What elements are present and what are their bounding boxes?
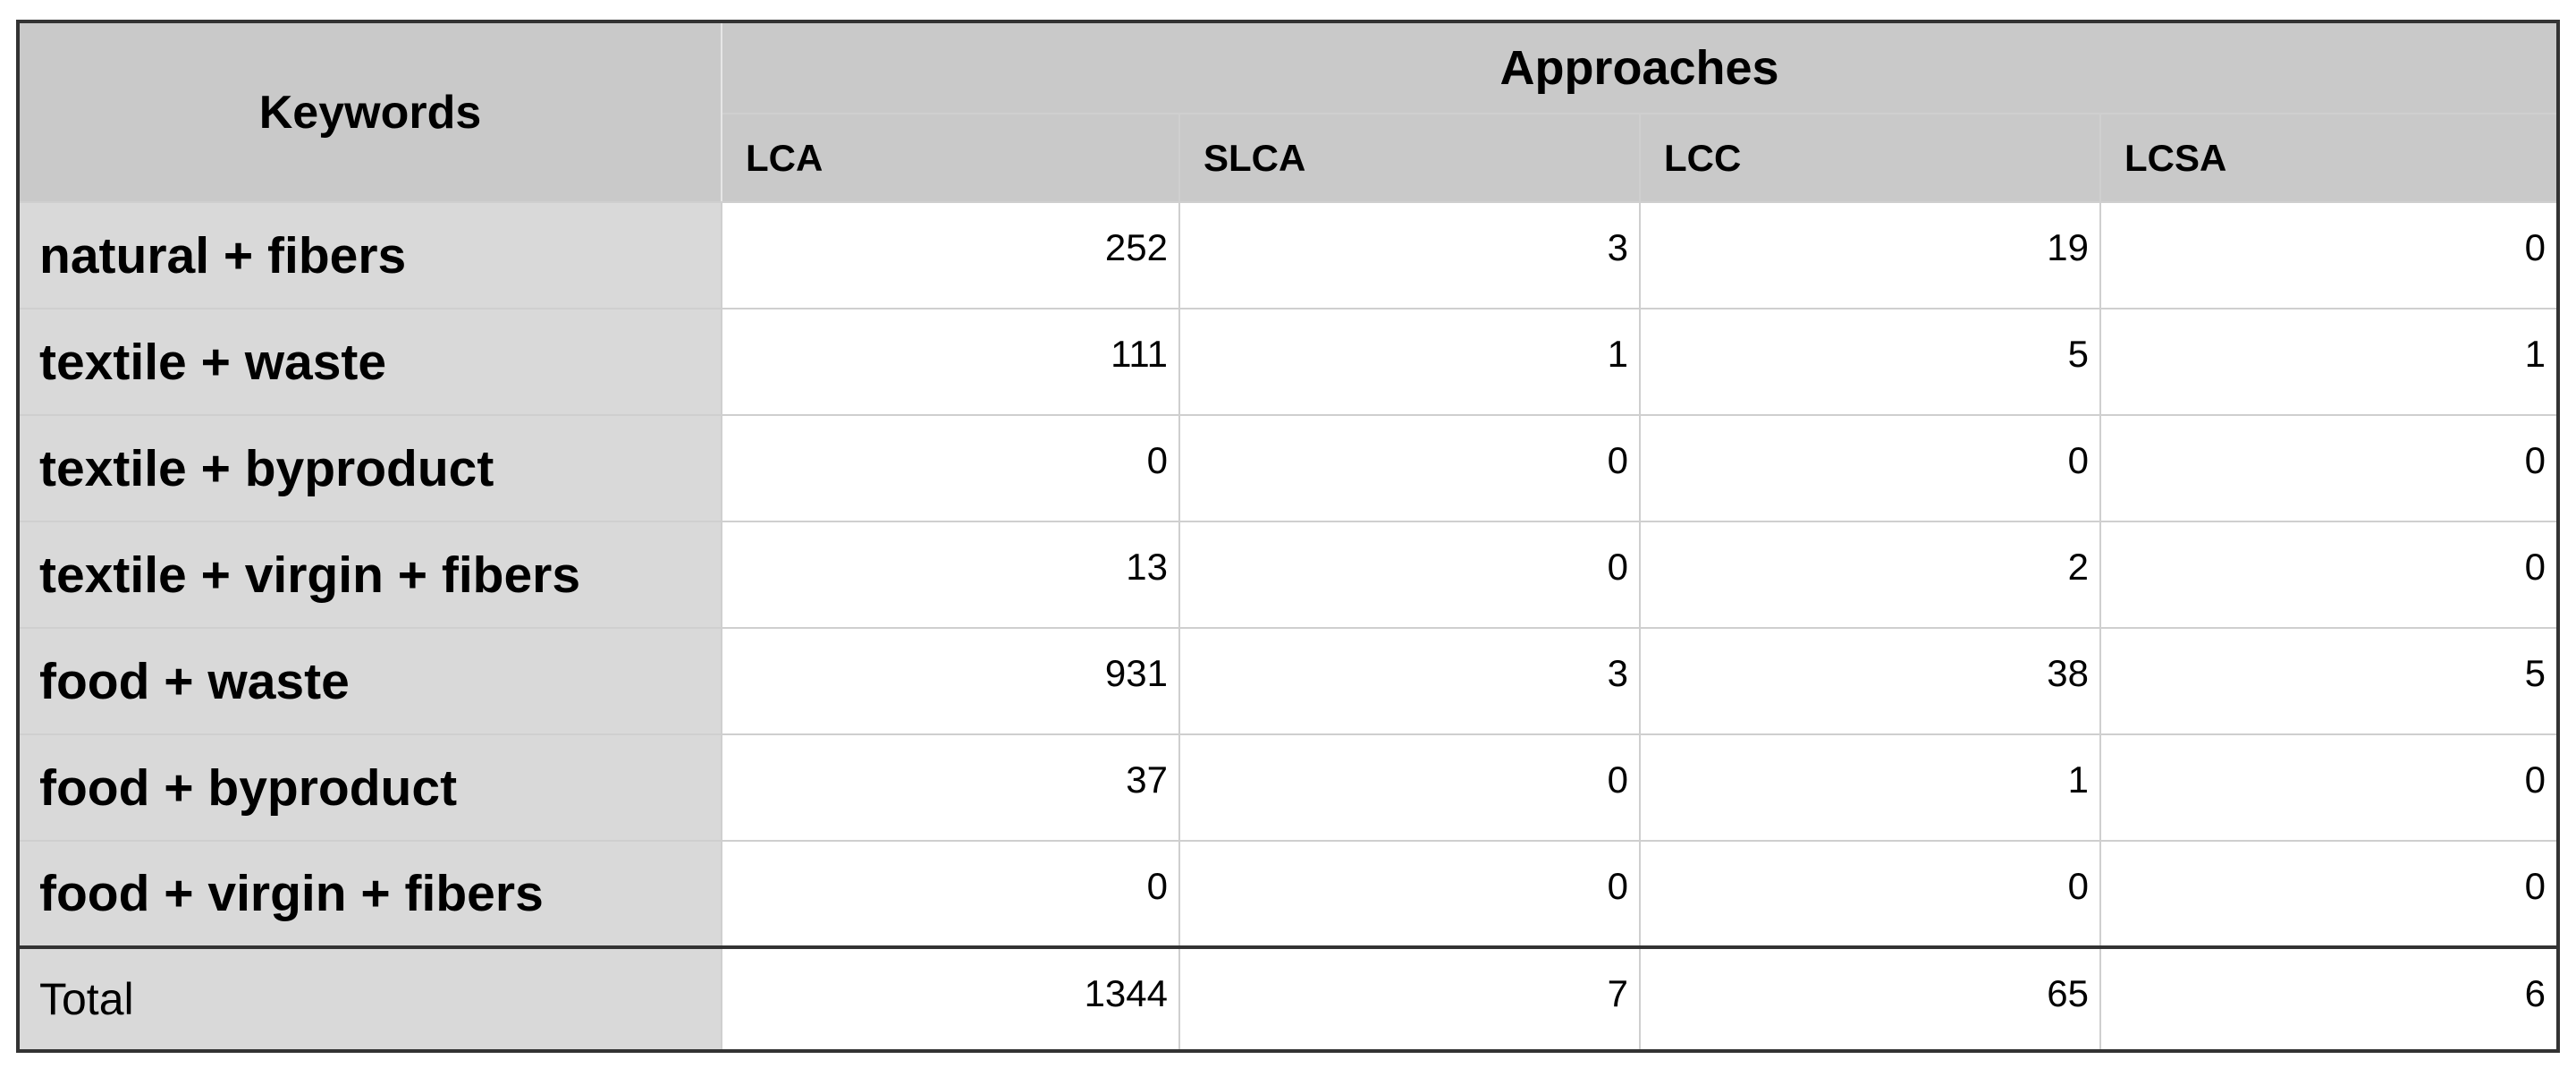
- keywords-header: Keywords: [17, 21, 722, 203]
- value-cell: 0: [1178, 414, 1641, 522]
- keyword-cell: textile + virgin + fibers: [17, 521, 722, 629]
- value-cell: 3: [1178, 627, 1641, 735]
- keyword-cell: food + virgin + fibers: [17, 840, 722, 948]
- column-header: LCSA: [2099, 113, 2560, 203]
- keyword-cell: natural + fibers: [17, 201, 722, 309]
- value-cell: 1: [1639, 733, 2101, 842]
- results-table: Keywords Approaches LCA SLCA LCC LCSA natur…: [16, 20, 2561, 1053]
- keyword-cell: textile + waste: [17, 308, 722, 416]
- value-cell: 0: [1178, 521, 1641, 629]
- value-cell: 111: [721, 308, 1180, 416]
- value-cell: 0: [721, 840, 1180, 948]
- column-header: LCA: [721, 113, 1180, 203]
- table-row: textile + byproduct 0 0 0 0: [17, 414, 2560, 522]
- value-cell: 0: [1639, 414, 2101, 522]
- value-cell: 0: [2099, 733, 2560, 842]
- keyword-cell: food + byproduct: [17, 733, 722, 842]
- table-row: textile + virgin + fibers 13 0 2 0: [17, 521, 2560, 629]
- total-cell: 6: [2099, 945, 2560, 1052]
- value-cell: 37: [721, 733, 1180, 842]
- value-cell: 2: [1639, 521, 2101, 629]
- value-cell: 38: [1639, 627, 2101, 735]
- value-cell: 1: [2099, 308, 2560, 416]
- value-cell: 0: [2099, 414, 2560, 522]
- value-cell: 0: [1639, 840, 2101, 948]
- table-row: food + virgin + fibers 0 0 0 0: [17, 840, 2560, 948]
- total-row: Total 1344 7 65 6: [17, 945, 2560, 1052]
- table-container: Keywords Approaches LCA SLCA LCC LCSA natur…: [16, 20, 2561, 1053]
- value-cell: 13: [721, 521, 1180, 629]
- column-header: LCC: [1639, 113, 2101, 203]
- table-row: natural + fibers 252 3 19 0: [17, 201, 2560, 309]
- column-header: SLCA: [1178, 113, 1641, 203]
- value-cell: 0: [2099, 201, 2560, 309]
- table-row: food + byproduct 37 0 1 0: [17, 733, 2560, 842]
- keyword-cell: textile + byproduct: [17, 414, 722, 522]
- table-row: textile + waste 111 1 5 1: [17, 308, 2560, 416]
- value-cell: 0: [1178, 840, 1641, 948]
- total-label: Total: [17, 945, 722, 1052]
- table-row: food + waste 931 3 38 5: [17, 627, 2560, 735]
- total-cell: 7: [1178, 945, 1641, 1052]
- approaches-header: Approaches: [720, 21, 2560, 114]
- value-cell: 5: [2099, 627, 2560, 735]
- value-cell: 0: [2099, 521, 2560, 629]
- value-cell: 0: [2099, 840, 2560, 948]
- value-cell: 0: [1178, 733, 1641, 842]
- value-cell: 252: [721, 201, 1180, 309]
- value-cell: 1: [1178, 308, 1641, 416]
- value-cell: 5: [1639, 308, 2101, 416]
- total-cell: 65: [1639, 945, 2101, 1052]
- value-cell: 3: [1178, 201, 1641, 309]
- value-cell: 0: [721, 414, 1180, 522]
- total-cell: 1344: [721, 945, 1180, 1052]
- keyword-cell: food + waste: [17, 627, 722, 735]
- value-cell: 931: [721, 627, 1180, 735]
- value-cell: 19: [1639, 201, 2101, 309]
